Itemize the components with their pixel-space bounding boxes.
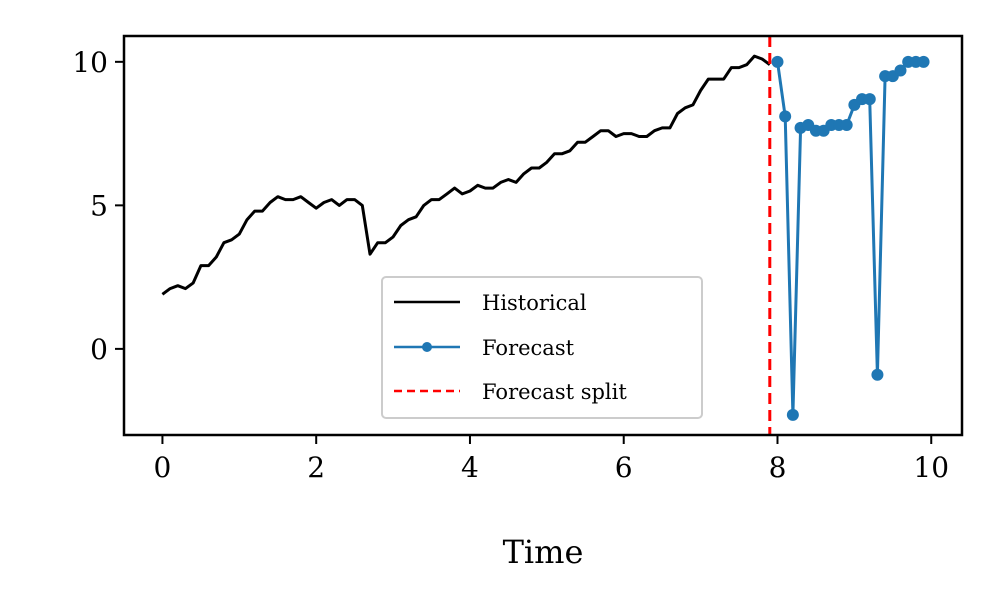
legend: Historical Forecast Forecast split [381, 276, 703, 419]
forecast-point [840, 118, 853, 131]
x-tick-label: 0 [154, 451, 172, 484]
y-tick-label: 10 [72, 46, 108, 79]
x-tick-label: 6 [615, 451, 633, 484]
historical-line [161, 54, 771, 296]
forecast-point [771, 55, 784, 68]
forecast-point [779, 110, 792, 123]
series-layer [161, 36, 930, 435]
x-tick-label: 10 [913, 451, 949, 484]
legend-forecast-marker [422, 342, 432, 352]
forecast-point [863, 93, 876, 106]
forecast-line [776, 60, 924, 417]
ticks-layer: 0 2 4 6 8 10 0 5 10 [72, 46, 949, 484]
legend-split-label: Forecast split [482, 380, 627, 404]
legend-historical-label: Historical [482, 291, 587, 315]
legend-forecast-label: Forecast [482, 336, 575, 360]
y-tick-label: 5 [90, 189, 108, 222]
x-tick-label: 8 [769, 451, 787, 484]
legend-box [381, 276, 703, 419]
forecast-point [894, 64, 907, 77]
y-tick-label: 0 [90, 333, 108, 366]
x-tick-label: 4 [461, 451, 479, 484]
forecast-point [871, 368, 884, 381]
x-axis-label: Time [503, 533, 584, 571]
forecast-point [786, 408, 799, 421]
x-tick-label: 2 [307, 451, 325, 484]
plot-frame [122, 34, 964, 437]
forecast-point [917, 55, 930, 68]
